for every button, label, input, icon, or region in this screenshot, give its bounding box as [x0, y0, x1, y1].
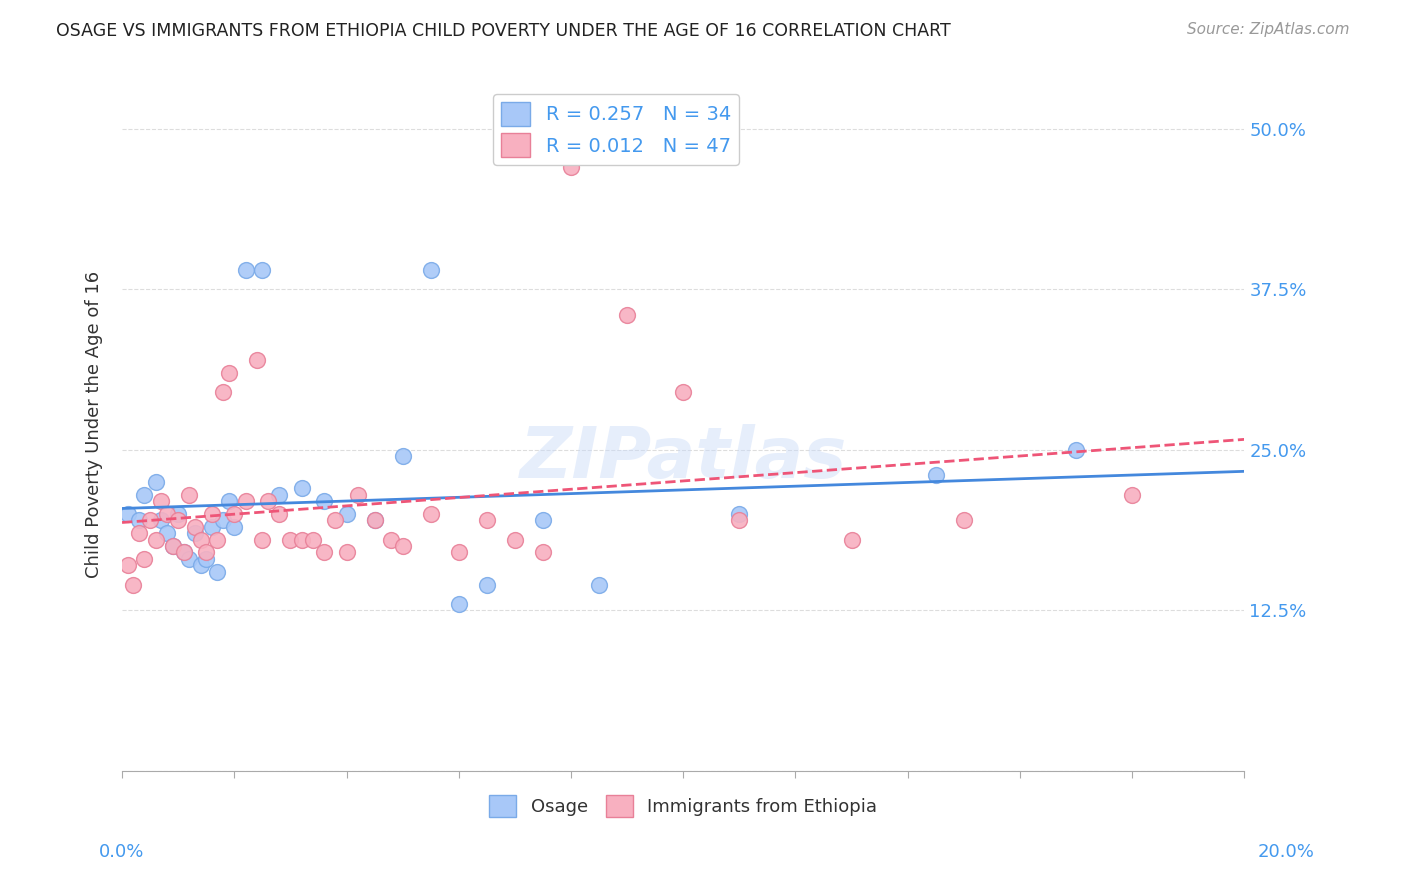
Point — [291, 481, 314, 495]
Point — [616, 308, 638, 322]
Text: 20.0%: 20.0% — [1258, 843, 1315, 861]
Point — [1121, 488, 1143, 502]
Point — [117, 507, 139, 521]
Point — [588, 577, 610, 591]
Point — [134, 552, 156, 566]
Point — [475, 513, 498, 527]
Point — [184, 526, 207, 541]
Point — [218, 366, 240, 380]
Point — [201, 520, 224, 534]
Point — [128, 513, 150, 527]
Point — [335, 545, 357, 559]
Point — [150, 494, 173, 508]
Point — [117, 558, 139, 573]
Point — [323, 513, 346, 527]
Point — [128, 526, 150, 541]
Point — [312, 545, 335, 559]
Point — [291, 533, 314, 547]
Point — [531, 545, 554, 559]
Text: Source: ZipAtlas.com: Source: ZipAtlas.com — [1187, 22, 1350, 37]
Point — [235, 494, 257, 508]
Point — [235, 263, 257, 277]
Point — [447, 597, 470, 611]
Point — [728, 513, 751, 527]
Point — [195, 552, 218, 566]
Point — [363, 513, 385, 527]
Point — [246, 352, 269, 367]
Point — [162, 539, 184, 553]
Point — [419, 263, 441, 277]
Point — [145, 475, 167, 489]
Point — [145, 533, 167, 547]
Point — [212, 513, 235, 527]
Text: OSAGE VS IMMIGRANTS FROM ETHIOPIA CHILD POVERTY UNDER THE AGE OF 16 CORRELATION : OSAGE VS IMMIGRANTS FROM ETHIOPIA CHILD … — [56, 22, 950, 40]
Point — [156, 526, 179, 541]
Point — [672, 384, 695, 399]
Point — [447, 545, 470, 559]
Point — [257, 494, 280, 508]
Point — [224, 520, 246, 534]
Y-axis label: Child Poverty Under the Age of 16: Child Poverty Under the Age of 16 — [86, 270, 103, 578]
Point — [190, 558, 212, 573]
Point — [925, 468, 948, 483]
Point — [122, 577, 145, 591]
Point — [391, 449, 413, 463]
Point — [363, 513, 385, 527]
Point — [224, 507, 246, 521]
Point — [167, 513, 190, 527]
Point — [346, 488, 368, 502]
Point — [312, 494, 335, 508]
Point — [302, 533, 325, 547]
Point — [139, 513, 162, 527]
Text: 0.0%: 0.0% — [98, 843, 143, 861]
Point — [201, 507, 224, 521]
Point — [475, 577, 498, 591]
Legend: Osage, Immigrants from Ethiopia: Osage, Immigrants from Ethiopia — [482, 788, 884, 824]
Point — [841, 533, 863, 547]
Point — [134, 488, 156, 502]
Point — [269, 507, 291, 521]
Point — [252, 263, 274, 277]
Point — [179, 488, 201, 502]
Point — [419, 507, 441, 521]
Point — [212, 384, 235, 399]
Point — [162, 539, 184, 553]
Point — [207, 565, 229, 579]
Point — [335, 507, 357, 521]
Point — [728, 507, 751, 521]
Point — [150, 513, 173, 527]
Point — [503, 533, 526, 547]
Point — [252, 533, 274, 547]
Point — [195, 545, 218, 559]
Point — [167, 507, 190, 521]
Point — [179, 552, 201, 566]
Point — [391, 539, 413, 553]
Point — [1064, 442, 1087, 457]
Point — [218, 494, 240, 508]
Point — [531, 513, 554, 527]
Point — [269, 488, 291, 502]
Point — [280, 533, 302, 547]
Point — [207, 533, 229, 547]
Point — [173, 545, 195, 559]
Point — [190, 533, 212, 547]
Point — [156, 507, 179, 521]
Point — [380, 533, 402, 547]
Point — [953, 513, 976, 527]
Point — [173, 545, 195, 559]
Text: ZIPatlas: ZIPatlas — [520, 425, 846, 493]
Point — [560, 161, 582, 175]
Point — [184, 520, 207, 534]
